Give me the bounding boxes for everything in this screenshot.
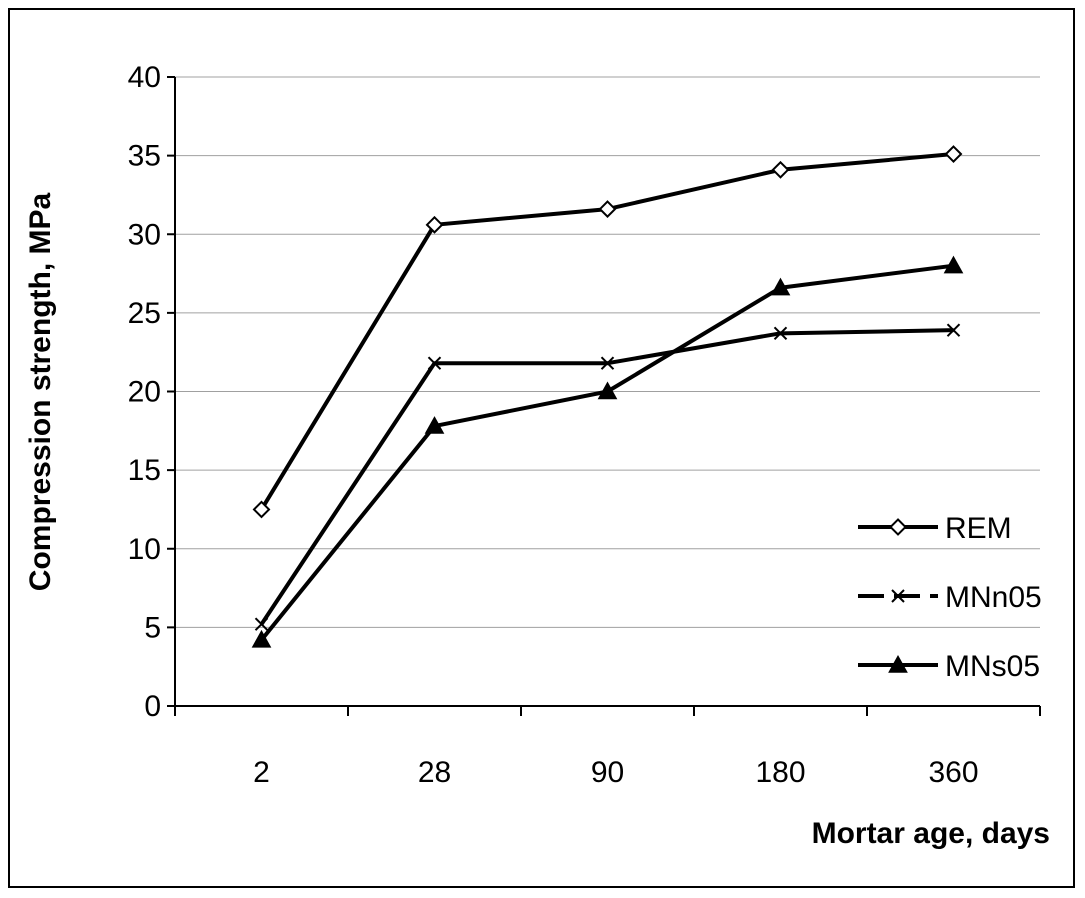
y-axis-title: Compression strength, MPa — [24, 192, 57, 591]
data-point-mnn05 — [427, 356, 442, 370]
x-tick-label: 360 — [928, 756, 978, 789]
data-point-mnn05 — [600, 356, 615, 370]
data-point-rem — [771, 160, 790, 179]
data-point-rem — [425, 215, 444, 234]
y-tick-labels: 0 5 10 15 20 25 30 35 40 — [128, 61, 161, 723]
x-axis-title: Mortar age, days — [812, 817, 1050, 850]
legend: REM MNn05 MNs05 — [858, 512, 1042, 683]
data-point-mns05 — [943, 255, 964, 274]
y-tick-label: 35 — [128, 140, 161, 173]
series-line-mns05 — [259, 263, 954, 642]
data-point-mnn05 — [773, 326, 788, 341]
y-tick-label: 0 — [144, 690, 161, 723]
y-tick-label: 10 — [128, 533, 161, 566]
series-lines — [251, 145, 964, 648]
legend-label-rem: REM — [945, 512, 1012, 545]
y-tick-label: 20 — [128, 376, 161, 409]
legend-marker-mnn05 — [891, 589, 905, 603]
y-tick-label: 25 — [128, 297, 161, 330]
series-line-mnn05 — [259, 328, 954, 626]
data-point-rem — [598, 200, 617, 219]
axes — [167, 76, 1041, 716]
grid-lines — [175, 76, 1040, 628]
y-tick-label: 5 — [144, 611, 161, 644]
data-point-rem — [944, 145, 963, 163]
data-point-rem — [252, 500, 271, 519]
x-tick-label: 180 — [755, 756, 805, 789]
data-point-mns05 — [424, 416, 445, 434]
data-point-mns05 — [770, 277, 791, 296]
x-tick-label: 90 — [591, 756, 624, 789]
y-tick-label: 15 — [128, 454, 161, 487]
data-point-mns05 — [597, 381, 618, 400]
chart-frame — [8, 8, 1075, 888]
legend-label-mnn05: MNn05 — [945, 581, 1042, 614]
legend-marker-mns05 — [888, 654, 908, 673]
legend-label-mns05: MNs05 — [945, 650, 1040, 683]
y-tick-label: 30 — [128, 218, 161, 251]
y-tick-label: 40 — [128, 61, 161, 94]
data-point-mnn05 — [946, 323, 961, 337]
x-tick-labels: 2 28 90 180 360 — [253, 756, 978, 789]
legend-marker-rem — [889, 518, 907, 536]
x-tick-label: 2 — [253, 756, 270, 789]
data-point-mnn05 — [254, 617, 269, 631]
x-tick-label: 28 — [418, 756, 451, 789]
data-point-mns05 — [251, 629, 272, 648]
